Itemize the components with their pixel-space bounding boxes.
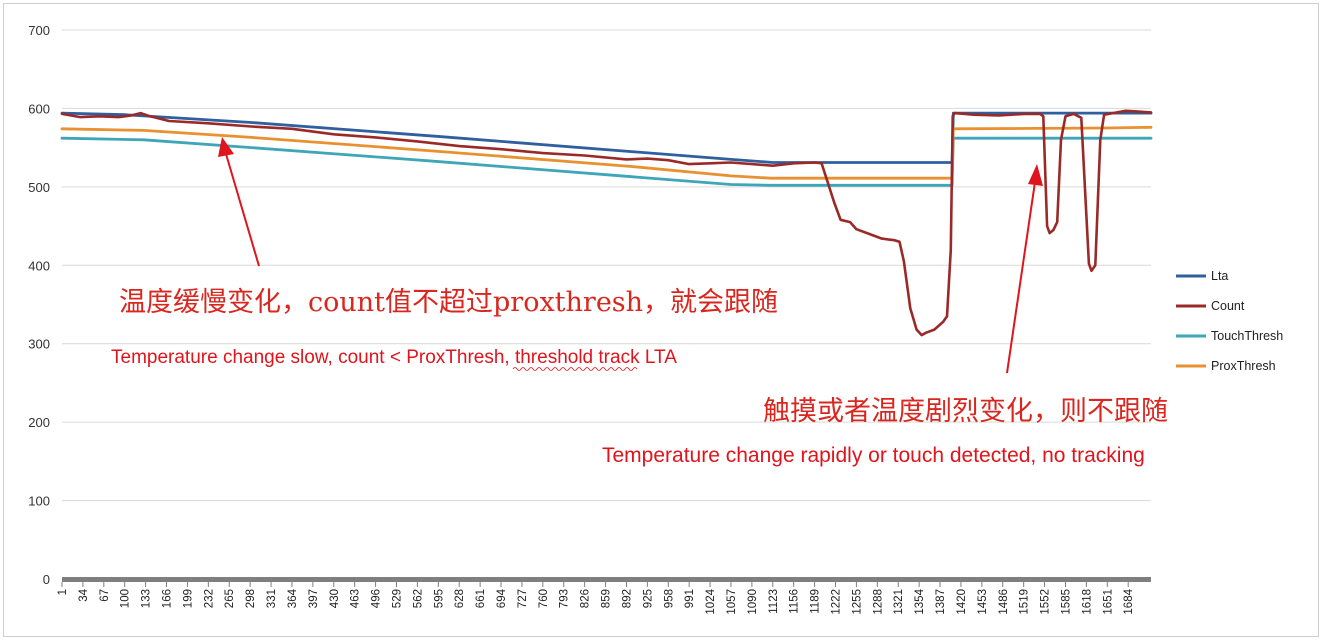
x-tick-label: 562 bbox=[412, 589, 424, 608]
x-tick-label: 1189 bbox=[810, 589, 822, 614]
grid-lines bbox=[62, 29, 1151, 580]
x-tick-label: 1 bbox=[57, 589, 69, 595]
x-tick-label: 958 bbox=[663, 589, 675, 608]
x-tick-label: 463 bbox=[350, 589, 362, 608]
x-tick-label: 1255 bbox=[851, 589, 863, 615]
x-tick-label: 1090 bbox=[747, 589, 759, 615]
x-tick-label: 760 bbox=[538, 589, 550, 608]
x-tick-label: 67 bbox=[99, 589, 111, 602]
legend-label-count: Count bbox=[1211, 299, 1245, 313]
x-tick-label: 34 bbox=[78, 588, 90, 601]
x-tick-label: 1651 bbox=[1102, 589, 1114, 615]
x-tick-label: 166 bbox=[162, 589, 174, 608]
annotation-arrow-left bbox=[218, 137, 260, 267]
chart-frame: 0 100 200 300 400 500 600 700 1 34 67 100 133 166 199… bbox=[3, 3, 1319, 637]
y-tick-label: 100 bbox=[28, 494, 50, 509]
x-tick-label: 1288 bbox=[872, 589, 884, 615]
x-tick-label: 1387 bbox=[935, 589, 947, 615]
x-axis-line bbox=[62, 577, 1151, 582]
x-tick-label: 529 bbox=[391, 589, 403, 608]
annotation-fast-en: Temperature change rapidly or touch dete… bbox=[602, 444, 1145, 467]
x-tick-label: 1552 bbox=[1040, 589, 1052, 615]
x-tick-label: 232 bbox=[203, 589, 215, 608]
line-chart: 0 100 200 300 400 500 600 700 1 34 67 100 133 166 199… bbox=[28, 23, 1283, 615]
x-tick-label: 727 bbox=[517, 589, 529, 608]
x-tick-label: 1684 bbox=[1123, 588, 1135, 614]
x-tick-label: 1618 bbox=[1081, 589, 1093, 615]
legend: Lta Count TouchThresh ProxThresh bbox=[1176, 269, 1283, 373]
x-tick-label: 793 bbox=[559, 589, 571, 608]
legend-label-touchthresh: TouchThresh bbox=[1211, 329, 1283, 343]
x-axis-ticks: 1 34 67 100 133 166 199 232 265 298 331 364 397 430 46… bbox=[57, 582, 1135, 615]
x-tick-label: 892 bbox=[621, 589, 633, 608]
y-tick-label: 200 bbox=[28, 415, 50, 430]
annotation-slow-cn: 温度缓慢变化，count值不超过proxthresh，就会跟随 bbox=[119, 287, 778, 318]
legend-label-lta: Lta bbox=[1211, 269, 1228, 283]
x-tick-label: 628 bbox=[454, 589, 466, 608]
x-tick-label: 496 bbox=[371, 589, 383, 608]
x-tick-label: 1519 bbox=[1019, 589, 1031, 615]
series-line-proxthresh bbox=[60, 125, 1153, 180]
x-tick-label: 199 bbox=[182, 589, 194, 608]
y-tick-label: 300 bbox=[28, 337, 50, 352]
x-tick-label: 694 bbox=[496, 588, 508, 608]
x-tick-label: 265 bbox=[224, 589, 236, 608]
x-tick-label: 1354 bbox=[914, 588, 926, 614]
x-tick-label: 1156 bbox=[789, 589, 801, 614]
x-tick-label: 100 bbox=[120, 589, 132, 608]
x-tick-label: 1057 bbox=[726, 589, 738, 615]
spellcheck-underline bbox=[512, 367, 638, 371]
x-tick-label: 991 bbox=[684, 589, 696, 608]
x-tick-label: 430 bbox=[329, 589, 341, 608]
x-tick-label: 826 bbox=[580, 589, 592, 608]
x-tick-label: 1420 bbox=[956, 589, 968, 615]
series-lines bbox=[60, 109, 1153, 337]
x-tick-label: 661 bbox=[475, 589, 487, 608]
x-tick-label: 1453 bbox=[977, 589, 989, 615]
y-tick-label: 400 bbox=[28, 258, 50, 273]
y-axis-ticks: 0 100 200 300 400 500 600 700 bbox=[28, 23, 50, 587]
x-tick-label: 1585 bbox=[1060, 589, 1072, 615]
y-tick-label: 600 bbox=[28, 101, 50, 116]
x-tick-label: 595 bbox=[433, 589, 445, 608]
annotation-fast-cn: 触摸或者温度剧烈变化，则不跟随 bbox=[763, 396, 1168, 427]
x-tick-label: 925 bbox=[642, 589, 654, 608]
x-tick-label: 331 bbox=[266, 589, 278, 608]
x-tick-label: 1222 bbox=[831, 589, 843, 615]
y-tick-label: 500 bbox=[28, 180, 50, 195]
annotation-slow-en: Temperature change slow, count < ProxThr… bbox=[111, 347, 677, 368]
x-tick-label: 298 bbox=[245, 589, 257, 608]
annotation-arrow-right bbox=[1006, 164, 1043, 374]
x-tick-label: 397 bbox=[308, 589, 320, 608]
x-tick-label: 1486 bbox=[998, 589, 1010, 615]
x-tick-label: 859 bbox=[601, 589, 613, 608]
x-tick-label: 1321 bbox=[893, 589, 905, 615]
x-tick-label: 364 bbox=[287, 588, 299, 608]
series-line-count bbox=[60, 109, 1153, 337]
y-tick-label: 0 bbox=[43, 572, 50, 587]
y-tick-label: 700 bbox=[28, 23, 50, 38]
x-tick-label: 1024 bbox=[705, 588, 717, 614]
x-tick-label: 133 bbox=[141, 589, 153, 608]
x-tick-label: 1123 bbox=[768, 589, 780, 614]
legend-label-proxthresh: ProxThresh bbox=[1211, 359, 1276, 373]
